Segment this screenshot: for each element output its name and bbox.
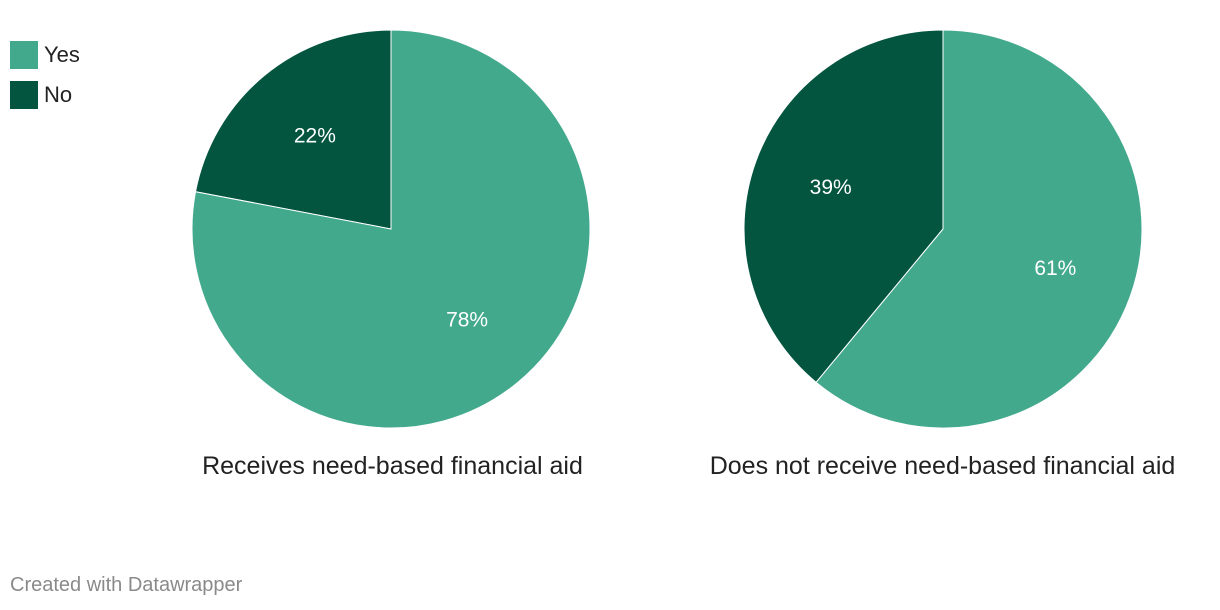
pie-title-receives-aid: Receives need-based financial aid [202, 452, 583, 480]
pie-label-yes: 61% [1034, 257, 1076, 280]
legend-swatch-yes [10, 41, 38, 69]
pie-chart-2: 39% 61% [743, 29, 1143, 429]
legend-label-yes: Yes [44, 42, 80, 67]
legend-label-no: No [44, 82, 73, 107]
pie-slice-yes [815, 29, 1143, 429]
legend: Yes No [10, 41, 80, 121]
pie-label-no: 22% [294, 125, 336, 148]
pie-slice-yes [191, 29, 591, 429]
pie-slice-no [743, 29, 944, 384]
credit-text: Created with Datawrapper [10, 574, 243, 596]
pie-chart-1: 22% 78% [191, 29, 591, 429]
legend-item-yes: Yes [10, 41, 80, 69]
pie-label-yes: 78% [446, 309, 488, 332]
pie-label-no: 39% [810, 176, 852, 199]
pie-title-no-aid: Does not receive need-based financial ai… [709, 452, 1176, 480]
legend-swatch-no [10, 81, 38, 109]
pie-slice-no [194, 29, 392, 230]
legend-item-no: No [10, 81, 80, 109]
